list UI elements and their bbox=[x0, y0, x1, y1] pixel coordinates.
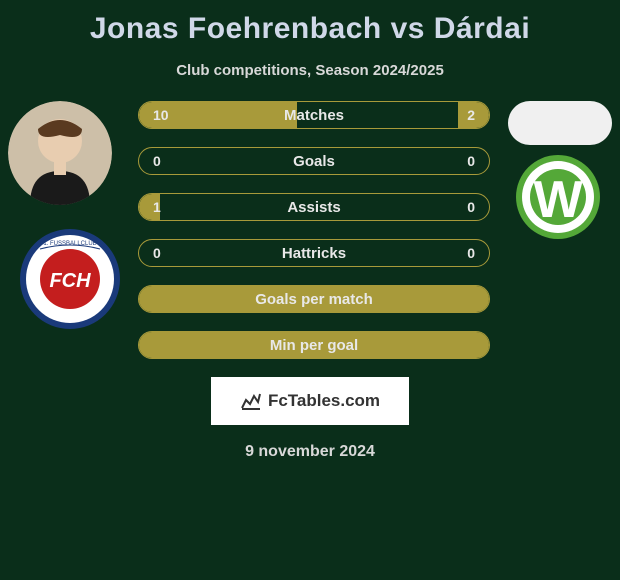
stat-label: Goals per match bbox=[255, 291, 373, 308]
stat-value-player2: 0 bbox=[467, 245, 475, 261]
stat-value-player1: 10 bbox=[153, 107, 169, 123]
stat-bar: 0 Goals 0 bbox=[138, 147, 490, 175]
stat-label: Goals bbox=[293, 153, 335, 170]
fctables-icon bbox=[240, 390, 262, 412]
player2-club-logo: W bbox=[516, 155, 600, 239]
svg-text:FCH: FCH bbox=[49, 270, 91, 292]
stat-value-player2: 0 bbox=[467, 153, 475, 169]
stat-bar: Min per goal bbox=[138, 331, 490, 359]
stat-bar: Goals per match bbox=[138, 285, 490, 313]
player2-photo bbox=[508, 101, 612, 145]
comparison-panel: FCH 1. FUSSBALLCLUB W 10Matches20Goals01… bbox=[0, 101, 620, 359]
branding-badge: FcTables.com bbox=[211, 377, 409, 425]
stat-value-player2: 0 bbox=[467, 199, 475, 215]
stat-value-player1: 1 bbox=[153, 199, 161, 215]
date-text: 9 november 2024 bbox=[0, 443, 620, 461]
stat-value-player1: 0 bbox=[153, 245, 161, 261]
subtitle: Club competitions, Season 2024/2025 bbox=[0, 62, 620, 79]
stat-label: Assists bbox=[287, 199, 340, 216]
stat-bar: 1 Assists 0 bbox=[138, 193, 490, 221]
player1-club-logo: FCH 1. FUSSBALLCLUB bbox=[20, 229, 120, 329]
player1-photo bbox=[8, 101, 112, 205]
svg-text:W: W bbox=[533, 171, 583, 229]
stat-label: Hattricks bbox=[282, 245, 346, 262]
stat-label: Matches bbox=[284, 107, 344, 124]
stat-value-player2: 2 bbox=[467, 107, 475, 123]
stat-bar: 0 Hattricks 0 bbox=[138, 239, 490, 267]
branding-text: FcTables.com bbox=[268, 391, 380, 411]
page-title: Jonas Foehrenbach vs Dárdai bbox=[0, 0, 620, 46]
stat-value-player1: 0 bbox=[153, 153, 161, 169]
stat-bars: 10 Matches 2 0 Goals 0 1 Assists 0 0 Hattricks 0 Goa… bbox=[138, 101, 490, 359]
stat-label: Min per goal bbox=[270, 337, 358, 354]
svg-text:1. FUSSBALLCLUB: 1. FUSSBALLCLUB bbox=[43, 241, 96, 247]
stat-bar: 10 Matches 2 bbox=[138, 101, 490, 129]
